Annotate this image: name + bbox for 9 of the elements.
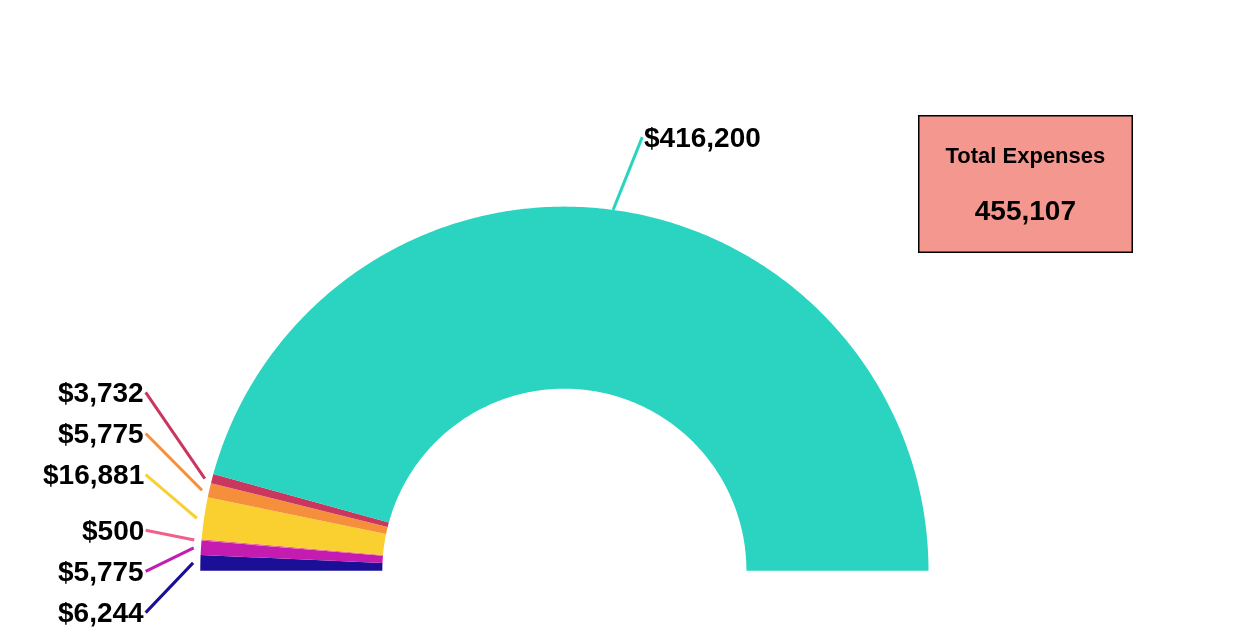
data-label: $5,775 bbox=[58, 556, 144, 587]
text: 455,107 bbox=[974, 194, 1076, 226]
data-label: $3,732 bbox=[58, 377, 144, 408]
data-label: $16,881 bbox=[43, 459, 145, 490]
text: Total Expenses bbox=[945, 142, 1106, 168]
data-label: $416,200 bbox=[644, 122, 761, 153]
data-label: $500 bbox=[82, 515, 145, 546]
data-label: $6,244 bbox=[58, 597, 145, 628]
data-label: $5,775 bbox=[58, 418, 144, 449]
